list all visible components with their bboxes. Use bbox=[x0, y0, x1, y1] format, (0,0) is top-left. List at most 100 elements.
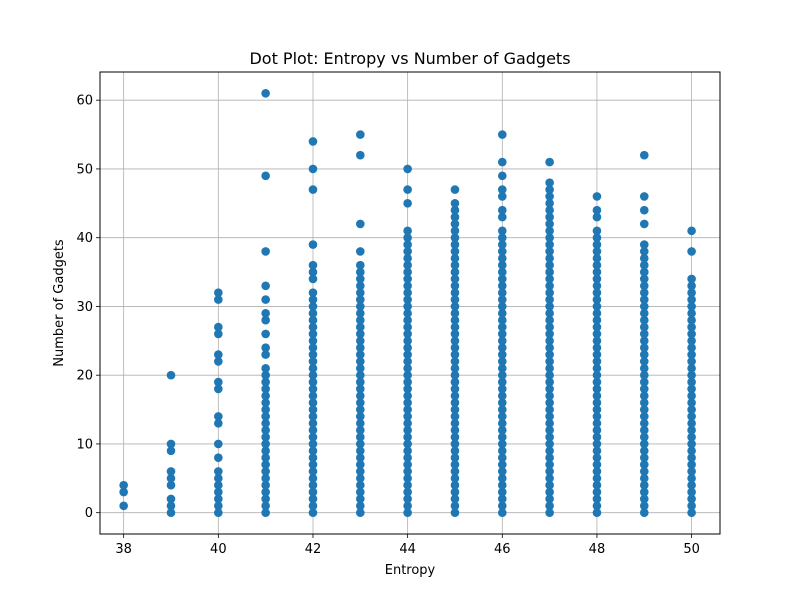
data-point bbox=[545, 398, 554, 407]
data-point bbox=[403, 480, 412, 490]
data-point bbox=[639, 322, 649, 332]
data-point bbox=[592, 364, 602, 373]
data-point bbox=[308, 501, 318, 511]
data-point bbox=[592, 474, 602, 483]
data-point bbox=[592, 281, 602, 291]
data-point bbox=[639, 150, 649, 160]
data-point bbox=[639, 240, 649, 249]
data-point bbox=[214, 494, 223, 504]
data-point bbox=[166, 467, 176, 476]
data-point bbox=[356, 508, 365, 517]
data-point bbox=[450, 412, 460, 421]
data-point bbox=[403, 254, 412, 263]
data-point bbox=[592, 480, 602, 490]
data-point bbox=[545, 226, 554, 236]
data-point bbox=[450, 377, 460, 387]
data-point bbox=[497, 432, 507, 442]
data-point bbox=[356, 412, 365, 421]
data-point bbox=[261, 508, 270, 517]
data-point bbox=[450, 391, 460, 401]
data-point bbox=[545, 425, 554, 435]
data-point bbox=[497, 322, 507, 332]
data-point bbox=[545, 357, 554, 366]
data-point bbox=[497, 453, 507, 462]
data-point bbox=[308, 309, 318, 318]
data-point bbox=[261, 425, 270, 435]
data-point bbox=[687, 460, 696, 469]
data-point bbox=[592, 205, 602, 215]
data-point bbox=[497, 439, 507, 449]
data-point bbox=[545, 254, 554, 263]
data-point bbox=[214, 322, 223, 332]
data-point bbox=[639, 474, 649, 483]
data-point bbox=[261, 343, 270, 352]
data-point bbox=[356, 295, 365, 304]
data-point bbox=[687, 391, 696, 401]
data-point bbox=[308, 302, 318, 311]
data-point bbox=[308, 322, 318, 332]
data-point bbox=[545, 309, 554, 318]
data-point bbox=[450, 309, 460, 318]
data-point bbox=[356, 460, 365, 469]
data-point bbox=[592, 260, 602, 270]
data-point bbox=[592, 192, 602, 201]
data-point bbox=[497, 501, 507, 511]
data-point bbox=[356, 370, 365, 380]
data-point bbox=[308, 288, 318, 297]
data-point bbox=[450, 322, 460, 332]
data-point bbox=[639, 329, 649, 339]
data-point bbox=[308, 446, 318, 456]
data-point bbox=[261, 487, 270, 497]
data-point bbox=[497, 205, 507, 215]
data-point bbox=[166, 508, 176, 517]
data-point bbox=[356, 267, 365, 277]
y-tick-label: 0 bbox=[85, 506, 93, 521]
axis-ticks: 38 40 42 44 46 48 50 0 10 20 30 40 50 60 bbox=[76, 94, 699, 557]
data-point bbox=[545, 474, 554, 483]
y-tick-label: 30 bbox=[76, 300, 93, 315]
data-point bbox=[356, 501, 365, 511]
data-point bbox=[356, 432, 365, 442]
data-point bbox=[687, 322, 696, 332]
data-point bbox=[356, 329, 365, 339]
data-point bbox=[545, 343, 554, 352]
data-point bbox=[450, 480, 460, 490]
data-point bbox=[687, 501, 696, 511]
data-point bbox=[450, 295, 460, 304]
data-point bbox=[356, 219, 365, 229]
data-point bbox=[497, 487, 507, 497]
data-point bbox=[545, 302, 554, 311]
data-point bbox=[545, 240, 554, 249]
data-point bbox=[639, 267, 649, 277]
data-point bbox=[214, 480, 223, 490]
data-point bbox=[545, 288, 554, 297]
data-point bbox=[687, 384, 696, 394]
data-point bbox=[545, 487, 554, 497]
data-point bbox=[356, 494, 365, 504]
data-point bbox=[592, 226, 602, 236]
data-point bbox=[403, 398, 412, 407]
data-point bbox=[450, 288, 460, 297]
data-point bbox=[497, 391, 507, 401]
data-point bbox=[450, 405, 460, 414]
data-point bbox=[261, 89, 270, 98]
data-point bbox=[403, 288, 412, 297]
data-point bbox=[214, 501, 223, 511]
data-point bbox=[450, 281, 460, 291]
data-point bbox=[450, 370, 460, 380]
data-point bbox=[497, 398, 507, 407]
data-point bbox=[545, 281, 554, 291]
data-point bbox=[450, 439, 460, 449]
data-point bbox=[687, 425, 696, 435]
data-point bbox=[308, 295, 318, 304]
data-point bbox=[308, 364, 318, 373]
data-point bbox=[356, 322, 365, 332]
data-point bbox=[450, 226, 460, 236]
data-point bbox=[497, 508, 507, 517]
data-point bbox=[356, 446, 365, 456]
data-point bbox=[687, 467, 696, 476]
data-point bbox=[450, 274, 460, 284]
data-point bbox=[592, 508, 602, 517]
data-point bbox=[639, 425, 649, 435]
data-point bbox=[687, 494, 696, 504]
